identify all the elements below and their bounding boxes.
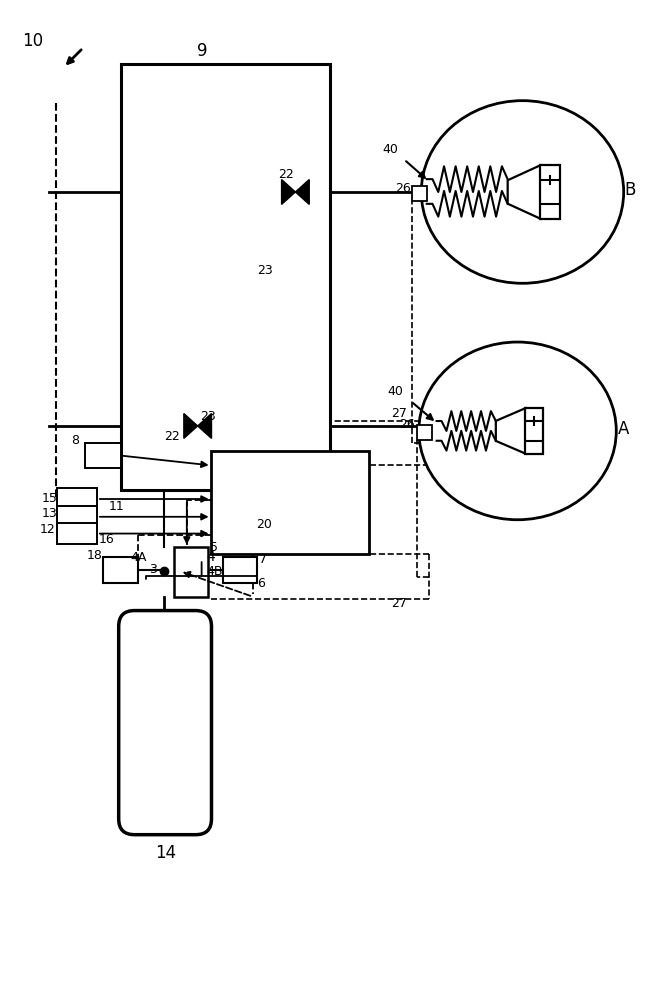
Text: A: A <box>618 420 630 438</box>
Polygon shape <box>198 414 211 438</box>
Bar <box>58 523 97 544</box>
Text: 4A: 4A <box>131 551 147 564</box>
Text: 34: 34 <box>572 158 587 171</box>
Text: 6: 6 <box>257 577 265 590</box>
Bar <box>223 557 257 583</box>
Text: 8: 8 <box>71 434 79 447</box>
Text: 3: 3 <box>149 563 157 576</box>
Text: 23: 23 <box>199 410 215 423</box>
Text: 29: 29 <box>458 395 474 408</box>
Text: 5: 5 <box>209 541 218 554</box>
Text: 13: 13 <box>42 507 58 520</box>
Text: 32: 32 <box>589 183 604 196</box>
Text: 22: 22 <box>164 430 180 443</box>
Bar <box>121 64 330 490</box>
Text: 28: 28 <box>567 217 583 230</box>
Text: 30: 30 <box>555 148 571 161</box>
Text: 28: 28 <box>545 459 561 472</box>
Text: 23: 23 <box>257 264 273 277</box>
Bar <box>85 443 121 468</box>
Polygon shape <box>496 408 525 454</box>
Text: 40: 40 <box>387 385 403 398</box>
Ellipse shape <box>419 342 616 520</box>
Text: 18: 18 <box>87 549 103 562</box>
Text: 29: 29 <box>468 148 484 161</box>
Bar <box>540 165 560 219</box>
Text: 12: 12 <box>40 523 56 536</box>
Text: 22: 22 <box>279 168 294 181</box>
Bar <box>174 547 207 597</box>
Polygon shape <box>508 165 540 219</box>
Polygon shape <box>282 180 296 204</box>
Text: 26: 26 <box>395 182 411 195</box>
Text: 15: 15 <box>42 492 58 505</box>
FancyBboxPatch shape <box>118 611 211 835</box>
Text: 4: 4 <box>207 550 215 564</box>
Text: 34: 34 <box>559 452 575 465</box>
Text: 10: 10 <box>22 32 43 50</box>
Text: 20: 20 <box>256 518 272 531</box>
Text: 9: 9 <box>197 42 207 60</box>
Text: 26: 26 <box>399 418 415 431</box>
Text: 32: 32 <box>577 416 593 429</box>
Text: 30: 30 <box>547 390 563 403</box>
Text: 7: 7 <box>259 553 267 566</box>
Bar <box>525 408 543 454</box>
Bar <box>103 557 139 583</box>
Text: 16: 16 <box>99 533 114 546</box>
Text: 11: 11 <box>109 500 124 513</box>
Bar <box>417 425 432 440</box>
Bar <box>58 488 97 510</box>
Polygon shape <box>296 180 309 204</box>
Text: B: B <box>624 181 636 199</box>
Text: 27: 27 <box>391 597 407 610</box>
Text: 40: 40 <box>383 143 398 156</box>
Polygon shape <box>184 414 198 438</box>
Text: 27: 27 <box>391 407 407 420</box>
Bar <box>211 451 370 554</box>
Bar <box>58 506 97 528</box>
Ellipse shape <box>421 101 624 283</box>
Bar <box>412 186 426 201</box>
Text: 14: 14 <box>155 844 177 862</box>
Text: 4B: 4B <box>207 565 223 578</box>
